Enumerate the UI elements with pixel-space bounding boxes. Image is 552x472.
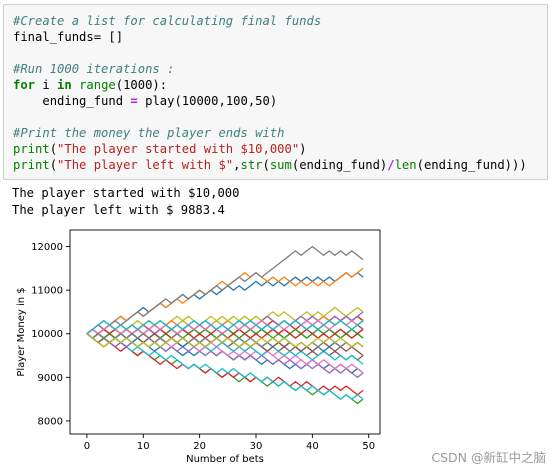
x-tick-label-0: 0 — [84, 441, 90, 452]
operator-assign: = — [130, 94, 138, 108]
code-line: #Run 1000 iterations : — [13, 61, 547, 77]
operator-divide: / — [387, 158, 395, 172]
code-line: #Print the money the player ends with — [13, 125, 547, 141]
x-tick-label-10: 10 — [137, 441, 150, 452]
code-token: ( — [262, 158, 270, 172]
code-editor[interactable]: #Create a list for calculating final fun… — [13, 13, 547, 173]
line-chart: 0 10 20 30 40 50 8000 9000 10000 11000 12000 Number… — [16, 229, 381, 465]
code-cell[interactable]: #Create a list for calculating final fun… — [3, 4, 548, 180]
code-token: ( — [49, 142, 58, 156]
code-line: for i in range(1000): — [13, 77, 547, 93]
builtin-print: print — [13, 158, 50, 172]
code-token: i — [35, 78, 58, 92]
output-line-started: The player started with $10,000 — [12, 186, 240, 200]
series-line-28 — [86, 332, 364, 348]
plot-frame — [69, 229, 381, 435]
series-line-6 — [86, 332, 364, 400]
x-axis-label: Number of bets — [186, 454, 264, 465]
y-tick-label-12000: 12000 — [31, 242, 63, 253]
builtin-len: len — [394, 158, 417, 172]
string-literal: "The player left with $" — [57, 158, 234, 172]
y-tick-label-11000: 11000 — [31, 286, 63, 297]
code-line: ending_fund = play(10000,100,50) — [13, 93, 547, 109]
keyword-for: for — [13, 78, 36, 92]
code-token — [13, 94, 42, 108]
series-line-19 — [86, 306, 364, 335]
code-line: print("The player left with $",str(sum(e… — [13, 157, 547, 173]
code-token: ) — [299, 142, 307, 156]
series-line-30 — [86, 319, 364, 335]
output-line-left: The player left with $ 9883.4 — [12, 203, 225, 217]
code-token: (1000): — [115, 78, 168, 92]
code-token: (ending_fund) — [291, 158, 388, 172]
code-token: (ending_fund))) — [416, 158, 527, 172]
watermark: CSDN @新缸中之脑 — [431, 450, 546, 465]
builtin-print: print — [13, 142, 50, 156]
series-line-27 — [86, 319, 364, 335]
code-token: ( — [49, 158, 58, 172]
series-line-3 — [86, 245, 364, 335]
series-line-29 — [86, 333, 364, 348]
string-literal: "The player started with $10,000" — [57, 142, 300, 156]
code-token: play(10000,100,50) — [137, 94, 278, 108]
code-line: final_funds= [] — [13, 29, 547, 45]
x-tick-label-50: 50 — [362, 441, 375, 452]
code-comment: #Run 1000 iterations : — [13, 62, 175, 76]
y-tick-label-10000: 10000 — [31, 329, 63, 340]
series-line-5 — [86, 333, 364, 396]
code-blank-line — [13, 109, 547, 125]
y-tick-label-9000: 9000 — [38, 373, 63, 384]
code-comment: #Create a list for calculating final fun… — [13, 14, 322, 28]
series-line-1 — [86, 271, 364, 335]
x-tick-label-30: 30 — [250, 441, 263, 452]
code-token: , — [233, 158, 241, 172]
y-tick-label-8000: 8000 — [38, 416, 63, 427]
code-line: #Create a list for calculating final fun… — [13, 13, 547, 29]
builtin-range: range — [79, 78, 116, 92]
keyword-in: in — [57, 78, 72, 92]
code-blank-line — [13, 45, 547, 61]
code-comment: #Print the money the player ends with — [13, 126, 285, 140]
x-tick-label-40: 40 — [306, 441, 319, 452]
builtin-str: str — [240, 158, 263, 172]
y-axis-label: Player Money in $ — [16, 287, 27, 376]
cell-output: The player started with $10,000 The play… — [12, 185, 239, 219]
code-token: ending_fund — [42, 94, 131, 108]
code-token: final_funds= [] — [13, 30, 124, 44]
code-token — [72, 78, 79, 92]
builtin-sum: sum — [269, 158, 292, 172]
code-line: print("The player started with $10,000") — [13, 141, 547, 157]
x-tick-label-20: 20 — [193, 441, 206, 452]
